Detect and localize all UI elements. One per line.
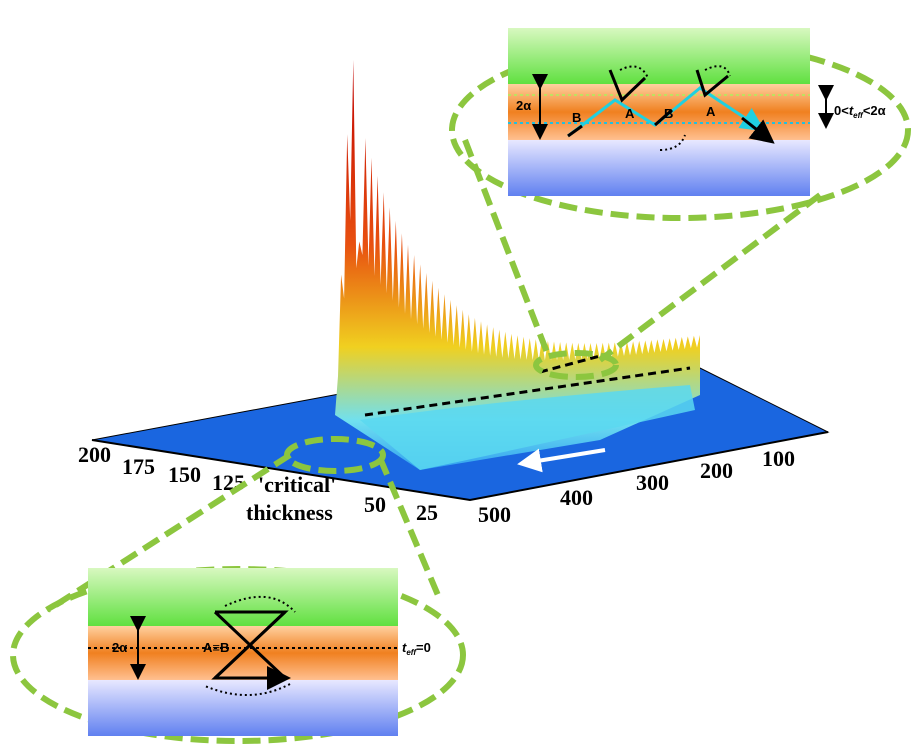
tick-label: 175 (122, 454, 155, 479)
label: A≡B (203, 640, 229, 655)
tick-label: 500 (478, 502, 511, 527)
tick-label: 200 (700, 458, 733, 483)
tick-label: 200 (78, 442, 111, 467)
label: 2α (516, 98, 531, 113)
top-inset: 2α B A B A 0<teff<2α (508, 28, 886, 196)
label: A (706, 104, 716, 119)
tick-label: 125 (212, 470, 245, 495)
tick-label: 400 (560, 485, 593, 510)
bottom-inset: 2α A≡B teff=0 (88, 568, 431, 736)
tick-label: 25 (416, 500, 438, 525)
condition: 0<teff<2α (834, 103, 886, 120)
tick-label: 50 (364, 492, 386, 517)
annotation: thickness (246, 500, 333, 525)
label: A (625, 106, 635, 121)
label: B (572, 110, 581, 125)
tick-label: 150 (168, 462, 201, 487)
label: 2α (112, 640, 127, 655)
tick-label: 300 (636, 470, 669, 495)
tick-label: 100 (762, 446, 795, 471)
figure: 200 175 150 125 50 25 500 400 300 200 10… (0, 0, 915, 754)
condition: teff=0 (402, 640, 431, 657)
annotation: 'critical' (258, 472, 336, 497)
label: B (664, 106, 673, 121)
